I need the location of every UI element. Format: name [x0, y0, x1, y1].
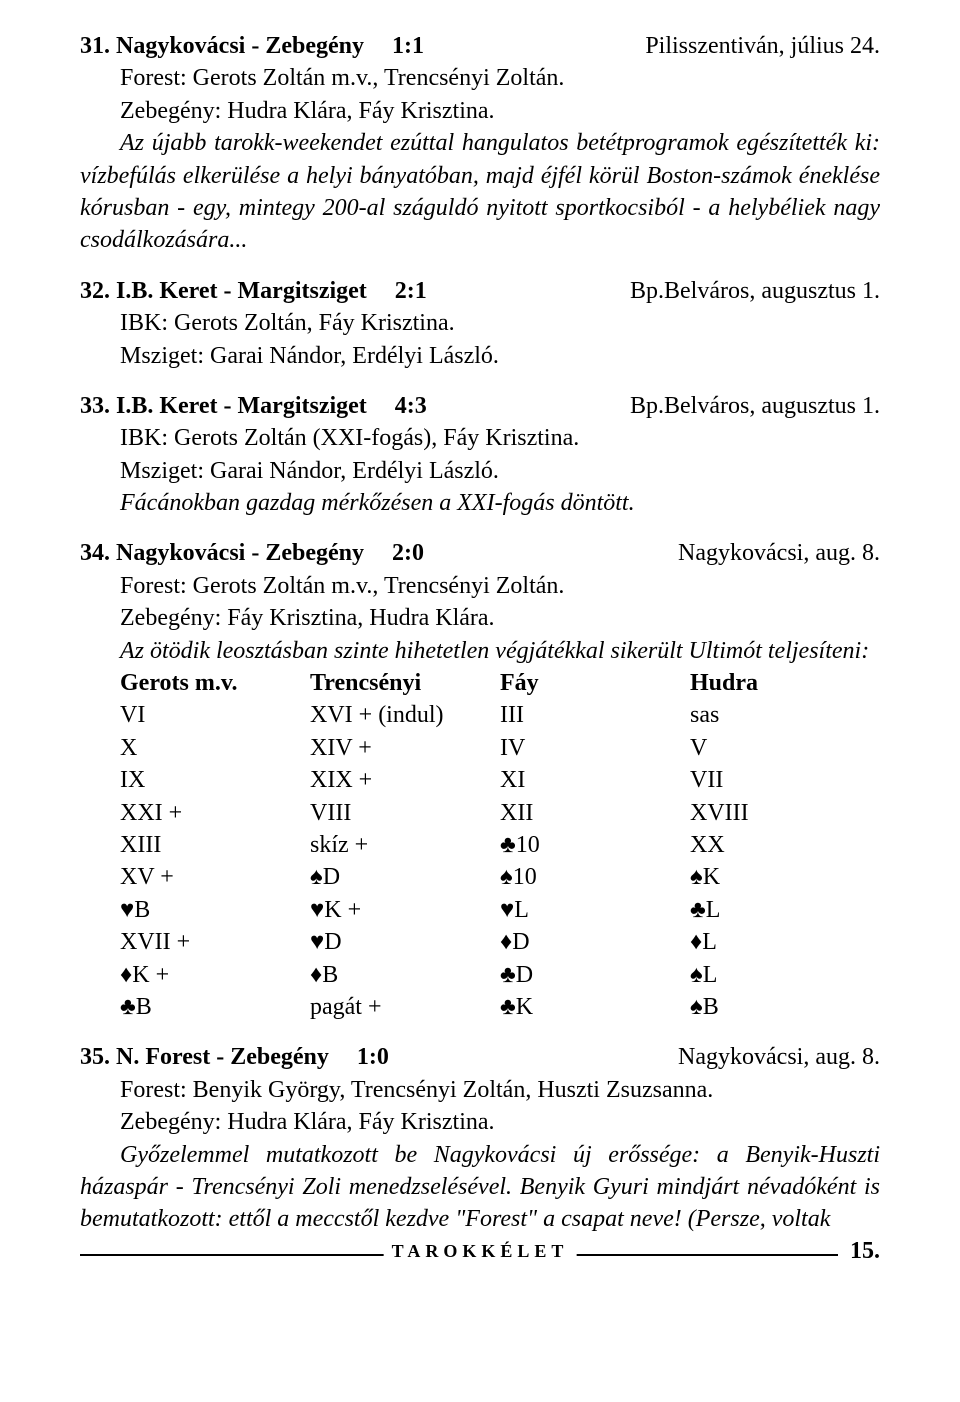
team-line: Zebegény: Fáy Krisztina, Hudra Klára. — [80, 602, 880, 634]
hand-row: XXI +VIIIXIIXVIII — [120, 797, 880, 829]
hand-cell: XXI + — [120, 797, 310, 829]
hand-cell: VII — [690, 764, 880, 796]
hand-cell: ♠K — [690, 861, 880, 893]
hand-cell: ♥D — [310, 926, 500, 958]
match-entry: 33. I.B. Keret - Margitsziget 4:3 Bp.Bel… — [80, 390, 880, 520]
team-line: Forest: Gerots Zoltán m.v., Trencsényi Z… — [80, 62, 880, 94]
hand-cell: ♥B — [120, 894, 310, 926]
hand-cell: III — [500, 699, 690, 731]
hand-cell: ♣D — [500, 959, 690, 991]
entry-note: Fácánokban gazdag mérkőzésen a XXI-fogás… — [80, 487, 880, 519]
page: 31. Nagykovácsi - Zebegény 1:1 Pilisszen… — [40, 0, 920, 1294]
entry-location: Bp.Belváros, augusztus 1. — [630, 275, 880, 307]
entry-header: 34. Nagykovácsi - Zebegény 2:0 Nagykovác… — [80, 537, 880, 569]
entry-score: 1:1 — [392, 30, 424, 62]
hand-cell: XVII + — [120, 926, 310, 958]
entry-location: Pilisszentiván, július 24. — [645, 30, 880, 62]
entry-header: 32. I.B. Keret - Margitsziget 2:1 Bp.Bel… — [80, 275, 880, 307]
hand-cell: ♦L — [690, 926, 880, 958]
entry-number: 35. N. Forest - Zebegény — [80, 1041, 329, 1073]
team-line: Msziget: Garai Nándor, Erdélyi László. — [80, 340, 880, 372]
hand-row: IXXIX +XIVII — [120, 764, 880, 796]
entry-location: Bp.Belváros, augusztus 1. — [630, 390, 880, 422]
hand-cell: XII — [500, 797, 690, 829]
hand-cell: IV — [500, 732, 690, 764]
hand-cell: IX — [120, 764, 310, 796]
team-line: Zebegény: Hudra Klára, Fáy Krisztina. — [80, 1106, 880, 1138]
hand-row: XV +♠D♠10♠K — [120, 861, 880, 893]
match-entry: 34. Nagykovácsi - Zebegény 2:0 Nagykovác… — [80, 537, 880, 1023]
hand-row: ♥B♥K +♥L♣L — [120, 894, 880, 926]
team-line: Zebegény: Hudra Klára, Fáy Krisztina. — [80, 95, 880, 127]
hand-header-cell: Trencsényi — [310, 667, 500, 699]
hand-cell: skíz + — [310, 829, 500, 861]
entry-paragraph: Az újabb tarokk-weekendet ezúttal hangul… — [80, 127, 880, 257]
entry-header: 31. Nagykovácsi - Zebegény 1:1 Pilisszen… — [80, 30, 880, 62]
entry-paragraph: Az ötödik leosztásban szinte hihetetlen … — [80, 635, 880, 667]
hand-cell: XIII — [120, 829, 310, 861]
hand-table: Gerots m.v. Trencsényi Fáy Hudra VIXVI +… — [80, 667, 880, 1023]
hand-row: XVII +♥D♦D♦L — [120, 926, 880, 958]
entry-location: Nagykovácsi, aug. 8. — [678, 1041, 880, 1073]
entry-score: 4:3 — [395, 390, 427, 422]
entry-location: Nagykovácsi, aug. 8. — [678, 537, 880, 569]
team-line: Forest: Gerots Zoltán m.v., Trencsényi Z… — [80, 570, 880, 602]
match-entry: 35. N. Forest - Zebegény 1:0 Nagykovácsi… — [80, 1041, 880, 1235]
hand-header-cell: Fáy — [500, 667, 690, 699]
entry-score: 1:0 — [357, 1041, 389, 1073]
hand-cell: XVIII — [690, 797, 880, 829]
hand-cell: XIV + — [310, 732, 500, 764]
hand-cell: ♣K — [500, 991, 690, 1023]
team-line: IBK: Gerots Zoltán (XXI-fogás), Fáy Kris… — [80, 422, 880, 454]
hand-cell: ♥L — [500, 894, 690, 926]
hand-cell: XX — [690, 829, 880, 861]
hand-cell: ♣B — [120, 991, 310, 1023]
hand-cell: ♦K + — [120, 959, 310, 991]
hand-cell: ♠L — [690, 959, 880, 991]
hand-cell: VIII — [310, 797, 500, 829]
entry-number: 34. Nagykovácsi - Zebegény — [80, 537, 364, 569]
entry-number: 31. Nagykovácsi - Zebegény — [80, 30, 364, 62]
hand-header-cell: Hudra — [690, 667, 880, 699]
hand-cell: V — [690, 732, 880, 764]
hand-cell: X — [120, 732, 310, 764]
page-footer: TAROKKÉLET 15. — [80, 1254, 880, 1284]
hand-cell: XVI + (indul) — [310, 699, 500, 731]
hand-cell: VI — [120, 699, 310, 731]
entry-header: 35. N. Forest - Zebegény 1:0 Nagykovácsi… — [80, 1041, 880, 1073]
hand-row: XXIV +IVV — [120, 732, 880, 764]
hand-cell: ♣L — [690, 894, 880, 926]
hand-cell: ♣10 — [500, 829, 690, 861]
team-line: Forest: Benyik György, Trencsényi Zoltán… — [80, 1074, 880, 1106]
hand-cell: XIX + — [310, 764, 500, 796]
match-entry: 32. I.B. Keret - Margitsziget 2:1 Bp.Bel… — [80, 275, 880, 372]
team-line: IBK: Gerots Zoltán, Fáy Krisztina. — [80, 307, 880, 339]
hand-row: ♦K +♦B♣D♠L — [120, 959, 880, 991]
hand-cell: XV + — [120, 861, 310, 893]
hand-row: VIXVI + (indul)IIIsas — [120, 699, 880, 731]
hand-cell: ♠10 — [500, 861, 690, 893]
hand-row: XIIIskíz +♣10XX — [120, 829, 880, 861]
hand-row: ♣Bpagát +♣K♠B — [120, 991, 880, 1023]
footer-title: TAROKKÉLET — [384, 1241, 577, 1262]
entry-score: 2:1 — [395, 275, 427, 307]
entry-header: 33. I.B. Keret - Margitsziget 4:3 Bp.Bel… — [80, 390, 880, 422]
hand-cell: ♦D — [500, 926, 690, 958]
hand-cell: ♠D — [310, 861, 500, 893]
footer-page-number: 15. — [838, 1238, 880, 1265]
hand-cell: XI — [500, 764, 690, 796]
hand-header-row: Gerots m.v. Trencsényi Fáy Hudra — [120, 667, 880, 699]
entry-score: 2:0 — [392, 537, 424, 569]
entry-number: 33. I.B. Keret - Margitsziget — [80, 390, 367, 422]
entry-number: 32. I.B. Keret - Margitsziget — [80, 275, 367, 307]
match-entry: 31. Nagykovácsi - Zebegény 1:1 Pilisszen… — [80, 30, 880, 257]
hand-cell: ♠B — [690, 991, 880, 1023]
hand-cell: ♦B — [310, 959, 500, 991]
hand-header-cell: Gerots m.v. — [120, 667, 310, 699]
hand-cell: pagát + — [310, 991, 500, 1023]
hand-cell: sas — [690, 699, 880, 731]
entry-paragraph: Győzelemmel mutatkozott be Nagykovácsi ú… — [80, 1139, 880, 1236]
team-line: Msziget: Garai Nándor, Erdélyi László. — [80, 455, 880, 487]
hand-cell: ♥K + — [310, 894, 500, 926]
